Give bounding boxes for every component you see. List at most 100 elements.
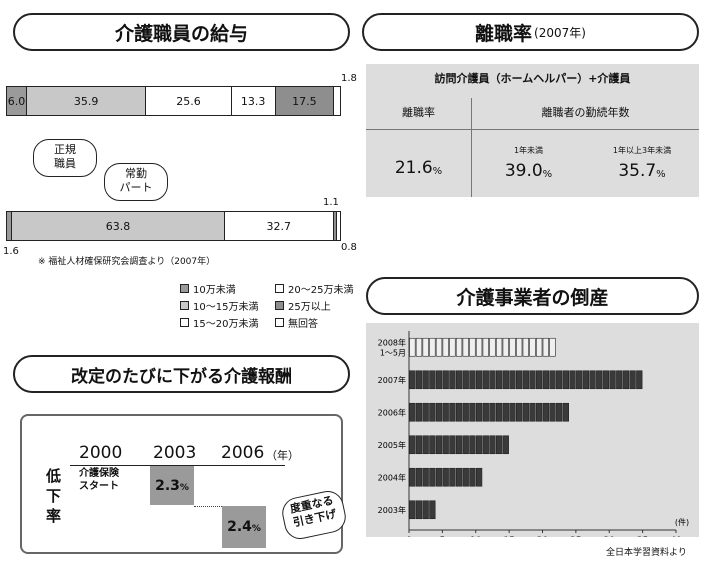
bar2-left-note: 1.6 [3, 246, 19, 257]
bar-unit [475, 337, 483, 357]
bar [409, 467, 483, 487]
bar-unit [556, 370, 563, 390]
x-tick-label: 20 [537, 536, 549, 537]
bar-unit [582, 370, 590, 390]
bar-unit [422, 500, 429, 520]
salary-title-pill: 介護職員の給与 [13, 13, 350, 51]
bar2-segment: 32.7 [224, 212, 334, 240]
turnover-panel [366, 64, 699, 197]
salary-source: ※ 福祉人材確保研究会調査より（2007年） [38, 257, 216, 267]
turnover-sub2-value: 35.7 [618, 161, 657, 181]
bar-unit [536, 337, 543, 357]
legend-item: 10万未満 [180, 281, 236, 296]
legend-label: 25万以上 [288, 302, 331, 313]
bar-unit [449, 370, 456, 390]
bar-unit [475, 435, 483, 455]
bar-unit [489, 402, 496, 422]
bar-unit [449, 435, 456, 455]
fees-side-label: 低 下 率 [46, 467, 62, 525]
bar-unit [489, 370, 496, 390]
bar-unit [509, 402, 516, 422]
bar-unit [462, 467, 469, 487]
turnover-sub1-value: 39.0 [504, 161, 543, 181]
legend-label: 20～25万未満 [288, 285, 354, 296]
bar-unit [435, 370, 443, 390]
bar-unit [589, 370, 596, 390]
turnover-sub2: 35.7% [585, 157, 699, 185]
fees-title-pill: 改定のたびに下がる介護報酬 [13, 355, 350, 393]
legend-label: 15～20万未満 [193, 319, 259, 330]
fees-pct-2006: % [251, 524, 261, 534]
salary-bar-regular: 6.0 35.9 25.6 13.3 17.5 [6, 86, 341, 116]
bar-unit [549, 370, 556, 390]
fees-start-label: 介護保険 スタート [79, 468, 119, 492]
bar-unit [462, 435, 469, 455]
fees-baseline [70, 465, 285, 466]
bar-unit [442, 370, 449, 390]
category-label: 2006年 [378, 407, 406, 417]
bar-unit [455, 370, 463, 390]
fees-year-2006: 2006 [221, 443, 265, 463]
bar-unit [502, 337, 509, 357]
bar-unit [415, 435, 423, 455]
bar-unit [616, 370, 623, 390]
bar-unit [462, 370, 469, 390]
bar-unit [522, 370, 529, 390]
turnover-col2-head: 離職者の勤続年数 [541, 106, 630, 119]
legend-swatch [180, 318, 189, 327]
x-tick-label: 15 [503, 536, 514, 537]
bar-unit [495, 402, 503, 422]
fees-title: 改定のたびに下がる介護報酬 [71, 366, 292, 387]
bar-unit [469, 337, 476, 357]
bar-unit [475, 467, 483, 487]
bar-unit [522, 337, 529, 357]
category-label: 2003年 [378, 505, 406, 515]
bar2-segment [7, 212, 13, 240]
bar-unit [542, 337, 549, 357]
legend-swatch [275, 318, 284, 327]
bar-unit [482, 435, 489, 455]
bar-unit [562, 370, 569, 390]
turnover-title-sub: (2007年) [534, 25, 586, 40]
bar1-segment: 25.6 [146, 87, 232, 115]
turnover-rate-value: 21.6 [394, 158, 433, 178]
bar-unit [516, 337, 523, 357]
bar-unit [549, 402, 556, 422]
bar-unit [629, 370, 636, 390]
bar [409, 500, 436, 520]
bar-unit [435, 467, 443, 487]
bar-unit [435, 337, 443, 357]
legend-swatch [180, 284, 189, 293]
bar-unit [462, 337, 469, 357]
bar-unit [415, 337, 423, 357]
salary-bar-parttime: 63.8 32.7 [6, 211, 341, 241]
bar-unit [536, 402, 543, 422]
bar-unit [609, 370, 616, 390]
bar-unit [469, 402, 476, 422]
x-tick-label: 5 [440, 536, 446, 537]
legend-item: 無回答 [275, 315, 318, 330]
legend-swatch [275, 301, 284, 310]
bar-unit [455, 402, 463, 422]
category-label: 2005年 [378, 440, 406, 450]
bar-unit [429, 500, 436, 520]
legend-item: 20～25万未満 [275, 281, 353, 296]
legend-swatch [180, 301, 189, 310]
turnover-sub1: 39.0% [472, 157, 585, 185]
bar-unit [482, 402, 489, 422]
bar-unit [636, 370, 643, 390]
bar1-segment: 13.3 [231, 87, 276, 115]
x-unit-label: (件) [675, 517, 689, 527]
fees-bar-2006 [222, 506, 266, 548]
bar-unit [409, 337, 416, 357]
bar-unit [509, 337, 516, 357]
fees-value-2003: 2.3 [155, 477, 180, 494]
bar-unit [415, 370, 423, 390]
turnover-sub1-label: 1年未満 [513, 145, 544, 155]
bar-unit [409, 402, 416, 422]
x-tick-label: 40 [670, 536, 682, 537]
x-tick-label: 35 [637, 536, 648, 537]
bar-unit [422, 370, 429, 390]
bar-unit [462, 402, 469, 422]
bar-unit [449, 467, 456, 487]
